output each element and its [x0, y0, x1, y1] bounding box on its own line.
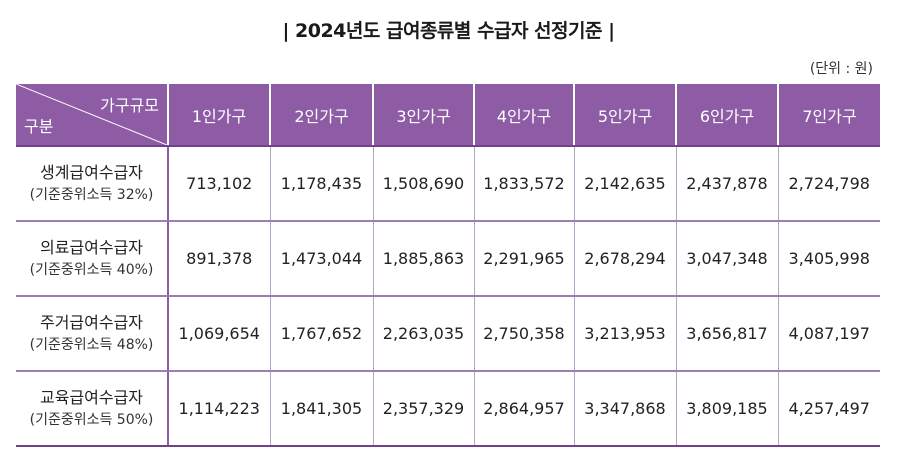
row-criteria: (기준중위소득 32%) — [29, 186, 154, 203]
table-cell: 2,437,878 — [675, 146, 778, 222]
household-size-label: 가구규모 — [100, 96, 159, 115]
table-row: 의료급여수급자 (기준중위소득 40%) 891,378 1,473,044 1… — [16, 221, 880, 297]
table-cell: 2,864,957 — [473, 371, 574, 447]
table-cell: 1,508,690 — [372, 146, 474, 222]
table-row: 교육급여수급자 (기준중위소득 50%) 1,114,223 1,841,305… — [16, 371, 880, 447]
table-cell: 3,405,998 — [777, 221, 880, 297]
table-cell: 2,750,358 — [473, 296, 574, 372]
column-header: 7인가구 — [777, 84, 880, 147]
table-cell: 2,291,965 — [473, 221, 574, 297]
header-row: 가구규모 구분 1인가구 2인가구 3인가구 4인가구 5인가구 6인가구 7인… — [16, 84, 880, 147]
row-criteria: (기준중위소득 50%) — [29, 411, 154, 428]
column-header: 1인가구 — [167, 84, 270, 147]
row-name: 교육급여수급자 — [39, 387, 144, 407]
row-name: 주거급여수급자 — [39, 312, 144, 332]
table-cell: 1,833,572 — [473, 146, 574, 222]
table-cell: 2,724,798 — [777, 146, 880, 222]
row-header: 교육급여수급자 (기준중위소득 50%) — [16, 371, 169, 447]
table-cell: 2,263,035 — [372, 296, 474, 372]
row-criteria: (기준중위소득 48%) — [29, 336, 154, 353]
table-title: | 2024년도 급여종류별 수급자 선정기준 | — [282, 20, 615, 42]
row-header: 의료급여수급자 (기준중위소득 40%) — [16, 221, 169, 297]
corner-header-cell: 가구규모 구분 — [16, 84, 168, 147]
table-row: 주거급여수급자 (기준중위소득 48%) 1,069,654 1,767,652… — [16, 296, 880, 372]
row-name: 의료급여수급자 — [39, 237, 144, 257]
column-header: 2인가구 — [269, 84, 373, 147]
unit-label: (단위 : 원) — [809, 61, 873, 77]
table-cell: 3,213,953 — [573, 296, 676, 372]
table-cell: 4,257,497 — [777, 371, 880, 447]
table-cell: 891,378 — [167, 221, 270, 297]
category-label: 구분 — [24, 117, 54, 136]
table-cell: 2,142,635 — [573, 146, 676, 222]
row-header: 생계급여수급자 (기준중위소득 32%) — [16, 146, 169, 222]
table-cell: 1,885,863 — [372, 221, 474, 297]
table-cell: 1,473,044 — [269, 221, 373, 297]
table-cell: 3,347,868 — [573, 371, 676, 447]
table-cell: 1,767,652 — [269, 296, 373, 372]
benefit-criteria-table: 가구규모 구분 1인가구 2인가구 3인가구 4인가구 5인가구 6인가구 7인… — [16, 84, 880, 447]
table-cell: 4,087,197 — [777, 296, 880, 372]
column-header: 5인가구 — [573, 84, 676, 147]
table-cell: 1,178,435 — [269, 146, 373, 222]
row-header: 주거급여수급자 (기준중위소득 48%) — [16, 296, 169, 372]
column-header: 3인가구 — [372, 84, 474, 147]
column-header: 4인가구 — [473, 84, 574, 147]
row-name: 생계급여수급자 — [39, 162, 144, 182]
table-cell: 1,114,223 — [167, 371, 270, 447]
table-cell: 713,102 — [167, 146, 270, 222]
table-cell: 1,841,305 — [269, 371, 373, 447]
table-cell: 1,069,654 — [167, 296, 270, 372]
table-row: 생계급여수급자 (기준중위소득 32%) 713,102 1,178,435 1… — [16, 146, 880, 222]
column-header: 6인가구 — [675, 84, 778, 147]
table-cell: 2,357,329 — [372, 371, 474, 447]
table-cell: 3,656,817 — [675, 296, 778, 372]
table-cell: 3,047,348 — [675, 221, 778, 297]
table-cell: 2,678,294 — [573, 221, 676, 297]
table-cell: 3,809,185 — [675, 371, 778, 447]
corner-diagonal-line — [16, 84, 167, 145]
row-criteria: (기준중위소득 40%) — [29, 261, 154, 278]
